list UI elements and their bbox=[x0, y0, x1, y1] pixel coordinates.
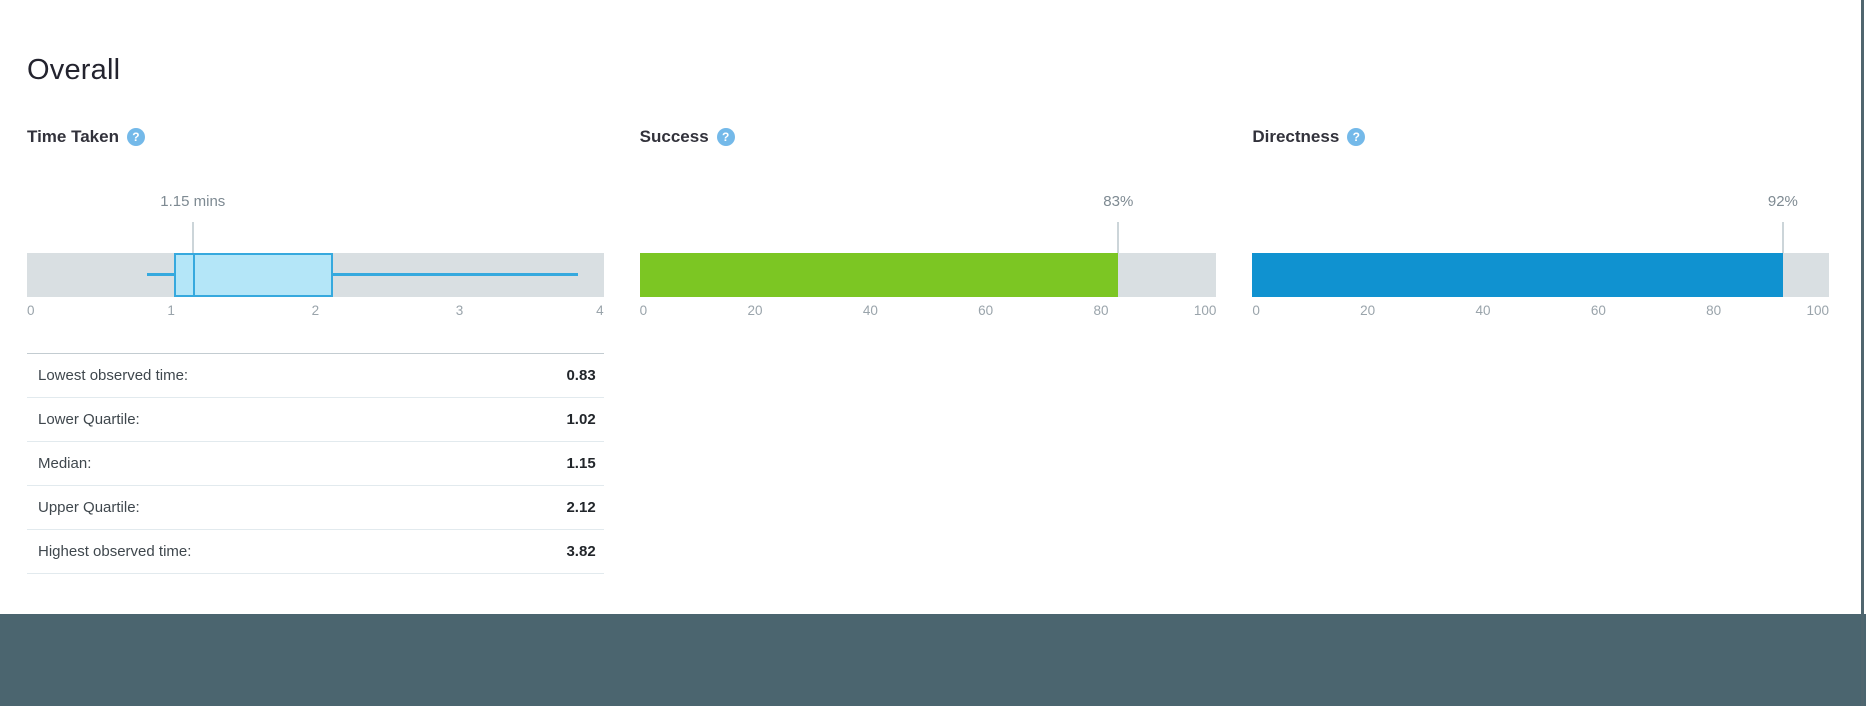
directness-track bbox=[1252, 253, 1830, 297]
stat-label: Upper Quartile: bbox=[38, 499, 140, 516]
axis-tick-label: 40 bbox=[1475, 303, 1491, 318]
table-row: Upper Quartile: 2.12 bbox=[27, 486, 604, 530]
directness-bar-fill bbox=[1252, 253, 1783, 297]
help-icon[interactable]: ? bbox=[1347, 128, 1366, 146]
stat-label: Highest observed time: bbox=[38, 543, 192, 560]
axis-tick-label: 80 bbox=[1706, 303, 1722, 318]
stat-value: 2.12 bbox=[566, 499, 596, 516]
panel-success-header: Success ? bbox=[640, 127, 1217, 147]
footer-band bbox=[0, 614, 1866, 706]
success-marker-line bbox=[1117, 222, 1120, 253]
axis-tick-label: 60 bbox=[978, 303, 994, 318]
axis-ticks: 0 1 2 3 4 bbox=[27, 303, 604, 319]
panel-directness-title: Directness bbox=[1252, 127, 1340, 146]
help-icon[interactable]: ? bbox=[716, 128, 735, 146]
table-row: Lowest observed time: 0.83 bbox=[27, 354, 604, 398]
success-bar-chart: 83% 0 20 40 60 80 100 bbox=[639, 177, 1217, 327]
panel-success: Success ? 83% 0 20 40 60 80 100 bbox=[639, 127, 1217, 574]
table-row: Median: 1.15 bbox=[27, 442, 604, 486]
boxplot-median-line bbox=[192, 253, 195, 297]
page-title: Overall bbox=[27, 54, 121, 86]
stat-value: 3.82 bbox=[566, 543, 596, 560]
time-stats-table: Lowest observed time: 0.83 Lower Quartile:… bbox=[27, 353, 604, 574]
boxplot-whisker bbox=[146, 273, 578, 276]
axis-tick-label: 100 bbox=[1193, 303, 1217, 318]
panel-success-title: Success bbox=[639, 127, 709, 146]
panel-directness: Directness ? 92% 0 20 40 60 80 100 bbox=[1252, 127, 1830, 574]
axis-ticks: 0 20 40 60 80 100 bbox=[640, 303, 1217, 319]
axis-ticks: 0 20 40 60 80 100 bbox=[1252, 303, 1829, 319]
success-track bbox=[639, 253, 1217, 297]
axis-tick-label: 80 bbox=[1093, 303, 1109, 318]
axis-tick-label: 1 bbox=[167, 303, 175, 318]
panel-directness-header: Directness ? bbox=[1252, 127, 1829, 147]
stat-label: Median: bbox=[38, 455, 92, 472]
axis-tick-label: 2 bbox=[311, 303, 320, 318]
axis-tick-label: 0 bbox=[1252, 303, 1260, 318]
stat-label: Lowest observed time: bbox=[38, 367, 189, 384]
table-row: Lower Quartile: 1.02 bbox=[27, 398, 604, 442]
stat-value: 1.02 bbox=[566, 411, 596, 428]
axis-tick-label: 0 bbox=[639, 303, 648, 318]
dashboard-content: Overall Time Taken ? 1.15 mins 0 1 2 3 4 Low… bbox=[27, 54, 1830, 574]
panel-time-taken-title: Time Taken bbox=[27, 127, 119, 146]
panel-time-taken-header: Time Taken ? bbox=[27, 127, 604, 147]
metric-columns: Time Taken ? 1.15 mins 0 1 2 3 4 Lowest obse… bbox=[27, 127, 1830, 574]
axis-tick-label: 4 bbox=[596, 303, 604, 318]
window-edge-line bbox=[1861, 0, 1864, 706]
axis-tick-label: 3 bbox=[455, 303, 464, 318]
time-taken-boxplot: 1.15 mins 0 1 2 3 4 bbox=[27, 177, 604, 327]
success-value-label: 83% bbox=[1103, 193, 1134, 210]
axis-tick-label: 20 bbox=[1360, 303, 1376, 318]
stat-label: Lower Quartile: bbox=[38, 411, 140, 428]
axis-tick-label: 20 bbox=[747, 303, 763, 318]
stat-value: 0.83 bbox=[566, 367, 596, 384]
axis-tick-label: 0 bbox=[27, 303, 35, 318]
axis-tick-label: 40 bbox=[862, 303, 878, 318]
median-marker-line bbox=[191, 222, 194, 253]
axis-tick-label: 100 bbox=[1806, 303, 1830, 318]
stat-value: 1.15 bbox=[566, 455, 596, 472]
directness-marker-line bbox=[1781, 222, 1784, 253]
directness-bar-chart: 92% 0 20 40 60 80 100 bbox=[1252, 177, 1830, 327]
median-value-label: 1.15 mins bbox=[160, 193, 226, 210]
boxplot-track bbox=[27, 253, 604, 297]
help-icon[interactable]: ? bbox=[126, 128, 145, 146]
table-row: Highest observed time: 3.82 bbox=[27, 530, 604, 574]
boxplot-box bbox=[174, 253, 333, 297]
axis-tick-label: 60 bbox=[1590, 303, 1606, 318]
directness-value-label: 92% bbox=[1767, 193, 1798, 210]
panel-time-taken: Time Taken ? 1.15 mins 0 1 2 3 4 Lowest obse… bbox=[27, 127, 604, 574]
success-bar-fill bbox=[639, 253, 1119, 297]
